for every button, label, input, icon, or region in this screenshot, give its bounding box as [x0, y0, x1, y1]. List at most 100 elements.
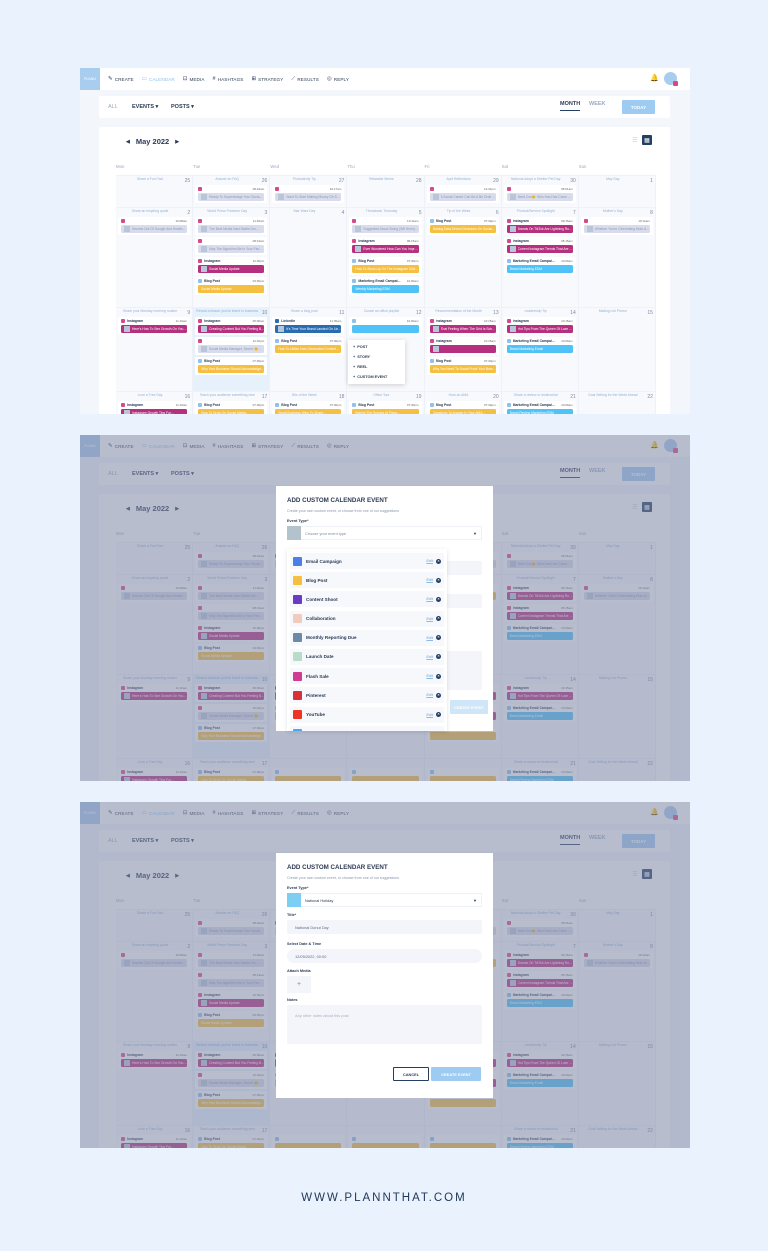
event-post[interactable]: [429, 345, 496, 353]
edit-link[interactable]: Edit: [426, 674, 433, 679]
calendar-day[interactable]: Recommendation of the Month 13 Instagram 10…: [424, 308, 502, 391]
event-post[interactable]: Ever Wondered How Can You Improv...: [352, 245, 419, 253]
event-post[interactable]: Ready To Supercharge Your Socia...: [198, 193, 265, 201]
event-type-option[interactable]: YouTube Edit ×: [290, 706, 444, 723]
remove-icon[interactable]: ×: [436, 635, 441, 641]
calendar-day[interactable]: Goal Setting for the Week Ahead 22: [578, 392, 656, 414]
edit-link[interactable]: Edit: [426, 578, 433, 583]
nav-media[interactable]: ⊡MEDIA: [183, 76, 205, 82]
event-post[interactable]: Whether You're Celebrating Mum A...: [583, 225, 650, 233]
event-post[interactable]: [352, 325, 419, 333]
nav-calendar[interactable]: ▭CALENDAR: [142, 76, 175, 82]
event-type-option[interactable]: Launch Date Edit ×: [290, 648, 444, 665]
tab-month[interactable]: MONTH: [560, 101, 581, 111]
remove-icon[interactable]: ×: [436, 558, 441, 564]
event-post[interactable]: Here's How To See Growth On Your In...: [121, 325, 188, 333]
event-post[interactable]: Hot Tips From The Queen Of Luxe 👑...: [506, 325, 573, 333]
event-card[interactable]: Blog Post 07:30pm Questions To Answer In Y…: [426, 401, 499, 414]
event-type-option[interactable]: Email Campaign Edit ×: [290, 553, 444, 569]
calendar-day[interactable]: Productivity Tip 27 10:17am Want To Start M…: [270, 176, 348, 207]
event-card[interactable]: Blog Post 07:30pm How To Utilize User-Gene…: [272, 337, 345, 355]
event-type-select[interactable]: National Holiday ▼: [287, 892, 482, 907]
calendar-day[interactable]: Share a Fun Fact 25: [116, 176, 194, 207]
event-card[interactable]: 05:01am Meet Coo😊 Who Has Has Come O...: [503, 185, 576, 203]
event-card[interactable]: Instagram 05:00am Creating Content But You…: [195, 317, 268, 335]
event-card[interactable]: Instagram 09:15am Brands On TikTok Are Lig…: [503, 217, 576, 235]
event-card[interactable]: Marketing Email Campai... 10:00am Brand Ma…: [503, 337, 576, 355]
nav-hashtags[interactable]: #HASHTAGS: [213, 76, 244, 82]
event-post[interactable]: Instagram Growth Tips For...: [121, 409, 188, 414]
calendar-day[interactable]: Relatable Meme 28: [347, 176, 425, 207]
event-card[interactable]: Instagram 10:15am Hot Tips From The Queen …: [503, 317, 576, 335]
remove-icon[interactable]: ×: [436, 654, 441, 660]
calendar-day[interactable]: Share a blog post 11 LinkedIn 11:30am It's T…: [270, 308, 348, 391]
plann-logo[interactable]: PLANN: [80, 68, 100, 90]
event-card[interactable]: Blog Post 07:30pm Making Data-Driven Decis…: [426, 217, 499, 235]
event-card[interactable]: Instagram 09:15am Ever Wondered How Can Yo…: [349, 237, 422, 255]
calendar-day[interactable]: Leadership Tip 14 Instagram 10:15am Hot Tips…: [501, 308, 579, 391]
event-post[interactable]: Want To Start Making Money On So...: [275, 193, 342, 201]
calendar-day[interactable]: Office Tour 19 Blog Post 07:30pm Behind The …: [347, 392, 425, 414]
edit-link[interactable]: Edit: [426, 597, 433, 602]
nav-create[interactable]: ✎CREATE: [108, 76, 134, 82]
event-card[interactable]: Blog Post 03:30pm Social Media Update: [195, 277, 268, 295]
calendar-day[interactable]: Teach your audience something new 17 Blog …: [193, 392, 271, 414]
calendar-day[interactable]: Share an inspiring quote 2 10:08am Secrets …: [116, 208, 194, 307]
event-card[interactable]: 12:31pm A Social Career Can Be A Be Orde …: [426, 185, 499, 203]
edit-link[interactable]: Edit: [426, 693, 433, 698]
remove-icon[interactable]: ×: [436, 712, 441, 717]
nav-reply[interactable]: ◎REPLY: [327, 76, 349, 82]
add-menu-item-post[interactable]: + POST: [353, 342, 400, 352]
event-card[interactable]: Blog Post 07:30pm Small Business Wins To S…: [272, 401, 345, 414]
event-post[interactable]: Making Data-Driven Decisions On Social..…: [429, 225, 496, 233]
remove-icon[interactable]: ×: [436, 692, 441, 698]
event-post[interactable]: Brand Marketing EDM: [506, 265, 573, 273]
event-card[interactable]: 12:32pm Social Media Manager, Secret 🤫...: [195, 337, 268, 355]
calendar-day[interactable]: Mailing List Promo 15: [578, 308, 656, 391]
title-input[interactable]: National Donut Day: [287, 920, 482, 934]
list-view-icon[interactable]: ☰: [632, 137, 638, 144]
event-post[interactable]: Brand Review Marketing EDM: [506, 409, 573, 414]
calendar-day[interactable]: Tip of the Week 6 Blog Post 07:30pm Making D…: [424, 208, 502, 307]
event-card[interactable]: Blog Post 07:30pm Why Your Business Should…: [195, 357, 268, 375]
event-post[interactable]: Why You Need To Social Proof Your Bran..…: [429, 365, 496, 373]
event-card[interactable]: Marketing Email Campai... 10:00am Weekly M…: [349, 277, 422, 295]
event-card[interactable]: 10:17am Want To Start Making Money On So.…: [272, 185, 345, 203]
event-post[interactable]: Creating Content But You Feeling B...: [198, 325, 265, 333]
add-menu-item-story[interactable]: + STORY: [353, 352, 400, 362]
event-type-option[interactable]: [290, 725, 444, 731]
calendar-day[interactable]: Reveal a lesson you've learnt in busines…: [193, 308, 271, 391]
event-card[interactable]: Blog Post 07:30pm Behind The Scenes At Pla…: [349, 401, 422, 414]
edit-link[interactable]: Edit: [426, 559, 433, 563]
event-post[interactable]: Social Media Update: [198, 265, 265, 273]
event-card[interactable]: Instagram 11:10am Here's How To See Growth…: [118, 317, 191, 335]
filter-events-dropdown[interactable]: EVENTS ▾: [132, 104, 159, 110]
tab-week[interactable]: WEEK: [589, 101, 606, 107]
event-post[interactable]: It's Time Your Brand Landed On Lin...: [275, 325, 342, 333]
event-type-option[interactable]: Flash Sale Edit ×: [290, 668, 444, 685]
add-menu-item-reel[interactable]: + REEL: [353, 362, 400, 372]
event-card[interactable]: Marketing Email Campai... 10:00am Brand Re…: [503, 401, 576, 414]
bell-icon[interactable]: 🔔: [650, 75, 659, 82]
event-card[interactable]: 08:13am May The Algorithm Be In Your Fav.…: [195, 237, 268, 255]
filter-all[interactable]: ALL: [108, 104, 118, 110]
event-post[interactable]: Why Your Business Should Acknowledge...: [198, 365, 265, 373]
event-card[interactable]: Marketing Email Campai... 10:00am Brand Ma…: [503, 257, 576, 275]
event-card[interactable]: Instagram 10:15am That Feeling When The Gr…: [426, 317, 499, 335]
avatar[interactable]: [664, 72, 678, 86]
event-card[interactable]: 11:40am The Best Media Hard Battle Dru...: [195, 217, 268, 235]
event-type-option[interactable]: Monthly Reporting Due Edit ×: [290, 629, 444, 646]
event-card[interactable]: 08:24am Ready To Supercharge Your Socia..…: [195, 185, 268, 203]
event-post[interactable]: Current Instagram Trends That Are W...: [506, 245, 573, 253]
event-post[interactable]: How To Utilize User-Generated Content...: [275, 345, 342, 353]
attach-media-button[interactable]: +: [287, 976, 311, 993]
event-type-option[interactable]: Pinterest Edit ×: [290, 687, 444, 704]
event-post[interactable]: Meet Coo😊 Who Has Has Come O...: [506, 193, 573, 201]
